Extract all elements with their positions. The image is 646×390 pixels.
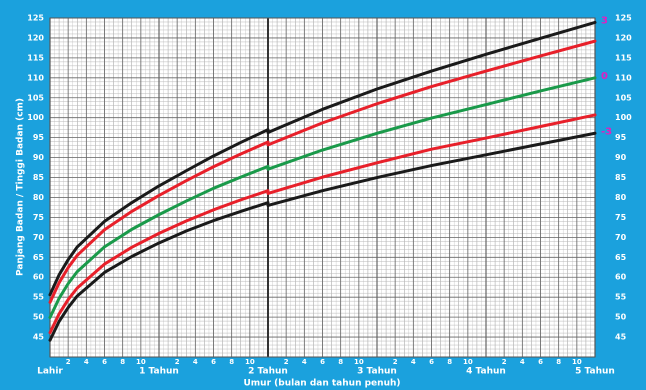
x-tick-label: 8 <box>120 358 125 366</box>
x-tick-label: 8 <box>338 358 343 366</box>
x-tick-label: 2 <box>66 358 71 366</box>
x-tick-label: 6 <box>102 358 107 366</box>
y-tick-label: 45 <box>33 333 45 342</box>
x-tick-label: 10 <box>463 358 473 366</box>
x-tick-label: 6 <box>538 358 543 366</box>
y-tick-label: 65 <box>33 253 45 262</box>
y-tick-label: 45 <box>615 333 627 342</box>
x-tick-label: 4 <box>84 358 89 366</box>
y-tick-label: 95 <box>615 133 627 142</box>
x-tick-label: 2 <box>502 358 507 366</box>
x-tick-label: 2 <box>175 358 180 366</box>
x-tick-label: 10 <box>354 358 364 366</box>
growth-curve <box>48 131 597 342</box>
y-tick-label: 50 <box>615 313 627 322</box>
x-tick-label: 2 <box>284 358 289 366</box>
growth-curve <box>48 76 597 320</box>
x-tick-label: 6 <box>429 358 434 366</box>
growth-curve <box>48 39 597 304</box>
x-tick-label: Lahir <box>37 367 63 377</box>
y-tick-label: 50 <box>33 313 45 322</box>
x-tick-label: 10 <box>245 358 255 366</box>
y-axis-title: Panjang Badan / Tinggi Badan (cm) <box>16 98 26 276</box>
y-tick-label: 70 <box>615 233 627 242</box>
y-tick-label: 120 <box>27 33 44 42</box>
x-tick-label: 8 <box>447 358 452 366</box>
y-tick-label: 90 <box>615 153 627 162</box>
y-tick-label: 55 <box>33 293 45 302</box>
y-tick-label: 120 <box>615 33 632 42</box>
x-tick-label: 1 Tahun <box>139 367 179 377</box>
y-tick-label: 100 <box>27 113 44 122</box>
x-tick-label: 2 Tahun <box>248 367 288 377</box>
x-tick-label: 4 <box>411 358 416 366</box>
y-tick-label: 95 <box>33 133 45 142</box>
curve-label: 3 <box>601 15 608 26</box>
x-tick-label: 4 <box>302 358 307 366</box>
x-tick-label: 10 <box>572 358 582 366</box>
y-tick-label: 55 <box>615 293 627 302</box>
y-tick-label: 100 <box>615 113 632 122</box>
x-tick-label: 8 <box>229 358 234 366</box>
y-tick-label: 70 <box>33 233 45 242</box>
x-tick-label: 10 <box>136 358 146 366</box>
y-tick-label: 75 <box>33 213 45 222</box>
x-tick-label: 4 <box>520 358 525 366</box>
y-tick-label: 90 <box>33 153 45 162</box>
x-tick-label: 6 <box>320 358 325 366</box>
y-tick-label: 60 <box>33 273 45 282</box>
growth-curve <box>48 113 597 335</box>
y-tick-label: 110 <box>27 73 44 82</box>
x-tick-label: 6 <box>211 358 216 366</box>
plot-border <box>49 17 596 358</box>
y-tick-label: 125 <box>27 14 44 23</box>
y-tick-label: 80 <box>615 193 627 202</box>
y-tick-label: 105 <box>615 93 632 102</box>
x-tick-label: 2 <box>393 358 398 366</box>
x-tick-label: 8 <box>556 358 561 366</box>
x-tick-label: 4 Tahun <box>466 367 506 377</box>
y-tick-label: 125 <box>615 14 632 23</box>
y-tick-label: 60 <box>615 273 627 282</box>
y-tick-label: 80 <box>33 193 45 202</box>
x-tick-label: 3 Tahun <box>357 367 397 377</box>
y-tick-label: 115 <box>27 53 44 62</box>
curve-label: -3 <box>601 126 612 137</box>
x-tick-label: 4 <box>193 358 198 366</box>
x-tick-label: 5 Tahun <box>575 367 615 377</box>
y-tick-label: 110 <box>615 73 632 82</box>
y-tick-label: 75 <box>615 213 627 222</box>
x-axis-title: Umur (bulan dan tahun penuh) <box>244 379 401 389</box>
curve-label: 0 <box>601 71 608 82</box>
y-tick-label: 85 <box>615 173 627 182</box>
y-tick-label: 65 <box>615 253 627 262</box>
y-tick-label: 105 <box>27 93 44 102</box>
y-tick-label: 115 <box>615 53 632 62</box>
growth-curve <box>48 20 597 297</box>
y-tick-label: 85 <box>33 173 45 182</box>
